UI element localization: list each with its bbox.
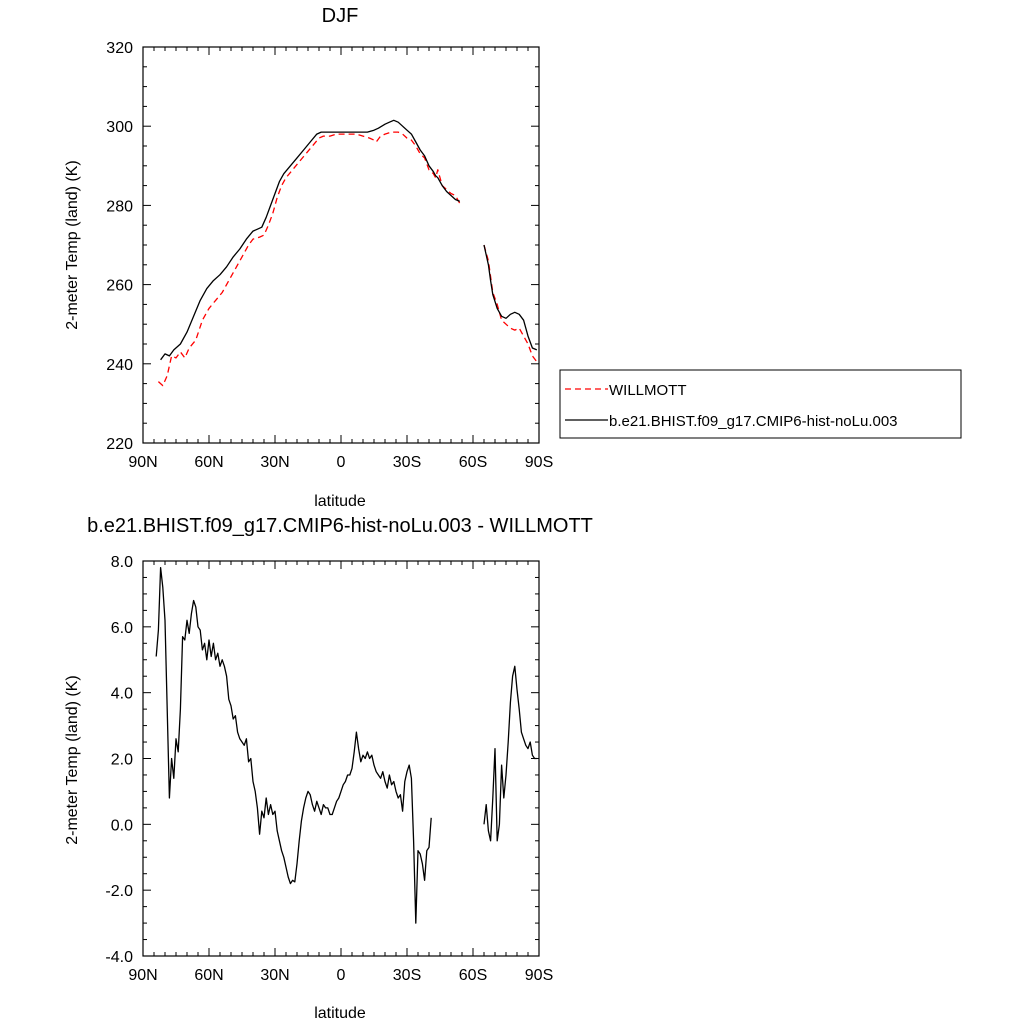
top-panel: DJF latitude 2-meter Temp (land) (K) WIL… xyxy=(64,5,962,510)
x-tick-label: 0 xyxy=(337,454,346,471)
bottom-chart-title: b.e21.BHIST.f09_g17.CMIP6-hist-noLu.003 … xyxy=(87,515,593,537)
x-tick-label: 30N xyxy=(260,454,289,471)
x-tick-label: 60S xyxy=(459,967,487,984)
legend-entry-model: b.e21.BHIST.f09_g17.CMIP6-hist-noLu.003 xyxy=(609,413,898,430)
y-tick-label: 260 xyxy=(106,278,133,295)
y-tick-label: 300 xyxy=(106,119,133,136)
top-chart-title: DJF xyxy=(322,5,359,27)
x-tick-label: 0 xyxy=(337,967,346,984)
x-tick-label: 90S xyxy=(525,454,553,471)
y-tick-label: 0.0 xyxy=(111,817,133,834)
x-tick-label: 60N xyxy=(194,454,223,471)
bottom-panel: b.e21.BHIST.f09_g17.CMIP6-hist-noLu.003 … xyxy=(64,515,593,1022)
x-tick-label: 90N xyxy=(128,967,157,984)
y-tick-label: 220 xyxy=(106,436,133,453)
plot-frame xyxy=(142,46,540,444)
y-tick-label: -2.0 xyxy=(105,883,133,900)
bottom-y-axis-label: 2-meter Temp (land) (K) xyxy=(64,675,81,845)
x-tick-label: 60S xyxy=(459,454,487,471)
series-line-1-segment-0 xyxy=(160,119,461,361)
series-line-0-segment-0 xyxy=(155,566,432,924)
series-line-0-segment-1 xyxy=(483,244,538,363)
x-tick-label: 30S xyxy=(393,454,421,471)
y-tick-label: 4.0 xyxy=(111,686,133,703)
y-tick-label: 320 xyxy=(106,40,133,57)
x-tick-label: 30N xyxy=(260,967,289,984)
series-line-0-segment-1 xyxy=(483,665,537,842)
x-tick-label: 30S xyxy=(393,967,421,984)
bottom-x-axis-label: latitude xyxy=(314,1005,366,1022)
series-line-1-segment-1 xyxy=(483,244,538,351)
y-tick-label: 240 xyxy=(106,357,133,374)
series-line-0-segment-0 xyxy=(157,131,461,387)
top-x-axis-label: latitude xyxy=(314,493,366,510)
x-tick-label: 90N xyxy=(128,454,157,471)
y-tick-label: 6.0 xyxy=(111,620,133,637)
y-tick-label: -4.0 xyxy=(105,949,133,966)
legend-entry-willmott: WILLMOTT xyxy=(609,382,687,399)
legend-box xyxy=(559,369,962,439)
y-tick-label: 2.0 xyxy=(111,752,133,769)
top-y-axis-label: 2-meter Temp (land) (K) xyxy=(64,160,81,330)
plot-frame xyxy=(142,560,540,957)
top-legend: WILLMOTT b.e21.BHIST.f09_g17.CMIP6-hist-… xyxy=(559,369,962,439)
x-tick-label: 90S xyxy=(525,967,553,984)
y-tick-label: 280 xyxy=(106,198,133,215)
x-tick-label: 60N xyxy=(194,967,223,984)
y-tick-label: 8.0 xyxy=(111,554,133,571)
